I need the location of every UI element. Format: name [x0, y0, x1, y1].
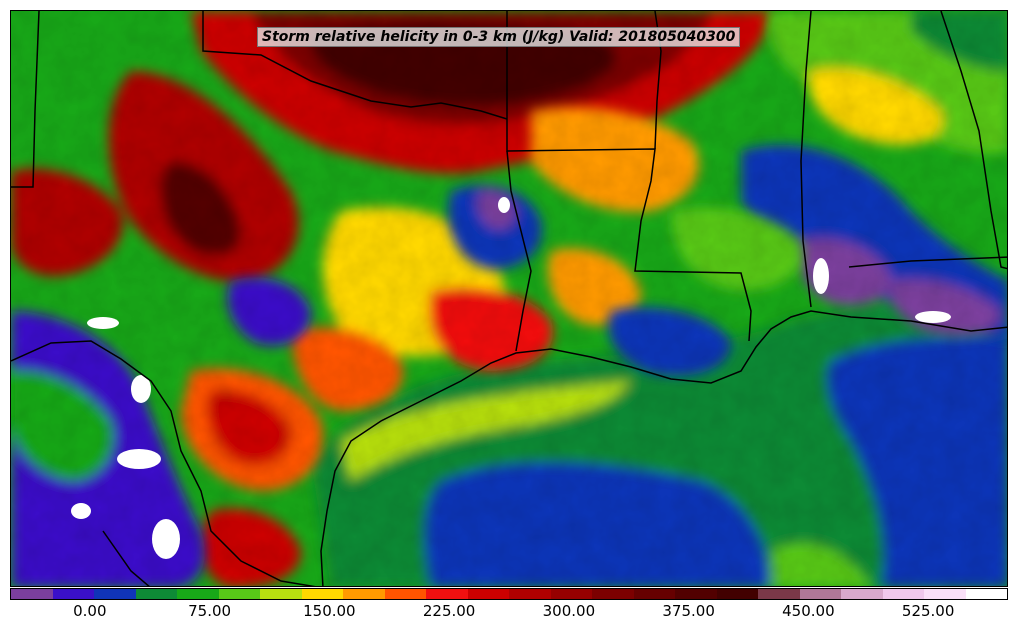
boundaries [11, 11, 1007, 586]
colorbar-swatch [799, 589, 841, 599]
colorbar-swatch [924, 589, 966, 599]
colorbar-tick-label: 0.00 [73, 602, 107, 620]
colorbar-tick-label: 75.00 [188, 602, 232, 620]
colorbar-tick-label: 450.00 [782, 602, 835, 620]
colorbar-tick-label: 525.00 [901, 602, 955, 620]
colorbar-swatch [343, 589, 385, 599]
colorbar-swatch [716, 589, 758, 599]
colorbar-swatch [11, 589, 53, 599]
colorbar-swatch [426, 589, 468, 599]
colorbar-swatch [467, 589, 509, 599]
map-title: Storm relative helicity in 0-3 km (J/kg)… [257, 27, 741, 47]
helicity-map [11, 11, 1007, 586]
colorbar-swatch [384, 589, 426, 599]
max-helicity-spots [71, 197, 951, 559]
colorbar-swatch [882, 589, 924, 599]
colorbar-swatch [94, 589, 136, 599]
colorbar-swatch [135, 589, 177, 599]
colorbar-tick-labels: 0.00 75.00 150.00 225.00 300.00 375.00 450.00 5… [10, 600, 1008, 630]
colorbar-swatch [177, 589, 219, 599]
colorbar-swatch [675, 589, 717, 599]
colorbar [10, 588, 1008, 600]
colorbar-swatch [218, 589, 260, 599]
colorbar-tick-label: 225.00 [422, 602, 476, 620]
colorbar-tick-label: 150.00 [303, 602, 356, 620]
map-panel: Storm relative helicity in 0-3 km (J/kg)… [10, 10, 1008, 587]
colorbar-swatch [592, 589, 634, 599]
colorbar-swatch [841, 589, 883, 599]
colorbar-swatch [758, 589, 800, 599]
colorbar-swatch [965, 589, 1007, 599]
colorbar-swatch [260, 589, 302, 599]
colorbar-swatch [52, 589, 94, 599]
colorbar-swatch [633, 589, 675, 599]
colorbar-tick-label: 300.00 [542, 602, 596, 620]
colorbar-swatch [550, 589, 592, 599]
colorbar-swatch [509, 589, 551, 599]
colorbar-tick-label: 375.00 [662, 602, 715, 620]
colorbar-swatch [301, 589, 343, 599]
